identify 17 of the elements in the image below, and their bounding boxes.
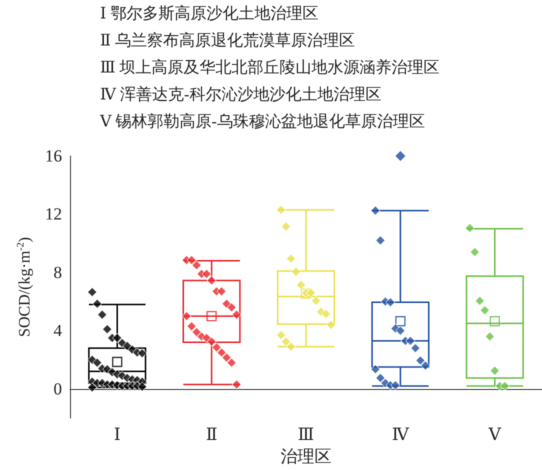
x-tick-label: Ⅱ	[206, 425, 218, 444]
text: Ⅴ 锡林郭勒高原-乌珠穆沁盆地退化草原治理区	[99, 112, 425, 130]
text: Ⅱ 乌兰察布高原退化荒漠草原治理区	[100, 32, 355, 50]
y-tick-label: 4	[54, 321, 62, 340]
y-axis-title: SOCD/(kg·m-2)	[16, 237, 34, 337]
text: Ⅲ 坝上高原及华北北部丘陵山地水源涵养治理区	[100, 58, 440, 76]
x-axis-title: 治理区	[280, 447, 332, 466]
x-tick-label: Ⅲ	[298, 425, 314, 444]
y-tick-label: 8	[54, 262, 62, 282]
y-tick-label: 12	[45, 204, 62, 224]
y-tick-label: 16	[45, 146, 62, 166]
x-tick-label: Ⅳ	[392, 425, 410, 444]
y-tick-label: 0	[54, 379, 62, 398]
text: Ⅰ 鄂尔多斯高原沙化土地治理区	[100, 4, 318, 22]
x-tick-label: Ⅰ	[114, 425, 121, 444]
text: Ⅳ 浑善达克-科尔沁沙地沙化土地治理区	[100, 86, 382, 104]
x-tick-label: Ⅴ	[488, 425, 502, 444]
